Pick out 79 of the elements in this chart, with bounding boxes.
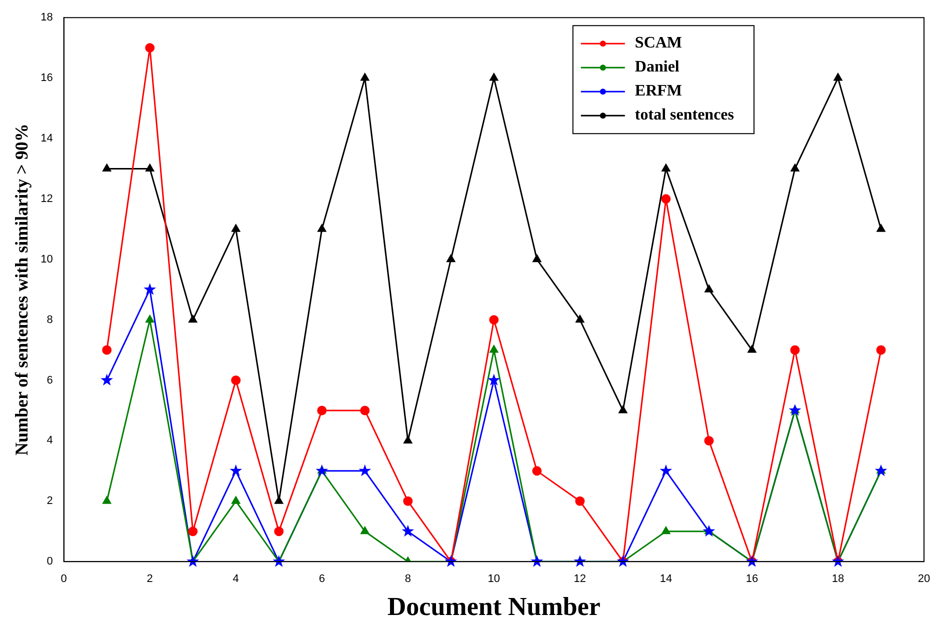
y-tick-label: 2 xyxy=(46,495,53,508)
point xyxy=(876,345,886,355)
point xyxy=(360,406,370,416)
x-tick-label: 8 xyxy=(404,573,411,586)
point xyxy=(876,224,886,232)
legend-label: Daniel xyxy=(634,58,680,76)
point xyxy=(662,526,670,534)
y-tick-label: 12 xyxy=(40,192,53,205)
point xyxy=(100,374,114,386)
point xyxy=(748,345,756,353)
y-tick-label: 6 xyxy=(46,374,53,386)
x-tick-label: 0 xyxy=(60,573,67,586)
point xyxy=(232,496,240,504)
point xyxy=(832,555,844,567)
point xyxy=(575,496,585,506)
point xyxy=(490,73,498,81)
point xyxy=(360,526,370,534)
legend-label: ERFM xyxy=(634,82,682,100)
point xyxy=(532,254,542,262)
x-tick-label: 4 xyxy=(232,573,239,586)
x-tick-label: 12 xyxy=(574,573,586,586)
point xyxy=(102,496,112,504)
point xyxy=(790,164,800,172)
legend-label: SCAM xyxy=(634,34,682,52)
point xyxy=(662,164,670,172)
x-axis-title: Document Number xyxy=(387,592,600,622)
x-tick-label: 14 xyxy=(660,573,672,586)
legend-label: total sentences xyxy=(634,106,734,124)
point xyxy=(232,224,240,232)
point xyxy=(834,73,842,81)
point xyxy=(704,436,714,446)
point xyxy=(358,464,372,476)
point xyxy=(490,345,498,353)
y-tick-label: 10 xyxy=(40,253,53,266)
y-tick-label: 18 xyxy=(40,12,53,24)
point xyxy=(146,315,154,323)
point xyxy=(274,526,284,536)
y-tick-label: 14 xyxy=(40,132,53,145)
point xyxy=(146,164,154,172)
point xyxy=(188,526,198,536)
point xyxy=(102,164,112,172)
point xyxy=(446,254,456,262)
point xyxy=(230,464,242,476)
point xyxy=(404,436,412,444)
point xyxy=(360,73,370,81)
point xyxy=(660,464,672,476)
point xyxy=(661,194,671,204)
x-tick-label: 20 xyxy=(918,573,930,586)
point xyxy=(403,496,413,506)
x-tick-label: 2 xyxy=(146,573,153,586)
point xyxy=(102,345,112,355)
y-tick-label: 4 xyxy=(46,434,53,447)
point xyxy=(702,524,716,537)
point xyxy=(144,283,156,295)
y-axis-title: Number of sentences with similarity > 90% xyxy=(11,124,32,456)
point xyxy=(704,284,714,292)
point xyxy=(145,43,155,53)
point xyxy=(274,496,284,504)
point xyxy=(790,345,800,355)
y-tick-label: 16 xyxy=(40,72,53,84)
y-tick-label: 0 xyxy=(46,556,53,568)
x-tick-label: 10 xyxy=(488,573,500,586)
y-tick-label: 8 xyxy=(46,314,53,326)
point xyxy=(318,224,326,232)
point xyxy=(788,404,802,416)
point xyxy=(402,524,414,537)
x-tick-label: 6 xyxy=(318,573,325,586)
point xyxy=(316,464,328,476)
point xyxy=(532,466,542,476)
point xyxy=(618,406,628,414)
point xyxy=(231,376,241,386)
point xyxy=(317,406,327,416)
x-tick-label: 18 xyxy=(832,573,844,586)
point xyxy=(488,374,500,386)
point xyxy=(188,315,198,323)
x-tick-label: 16 xyxy=(746,573,758,586)
point xyxy=(874,464,888,476)
point xyxy=(576,315,584,323)
point xyxy=(489,315,499,325)
